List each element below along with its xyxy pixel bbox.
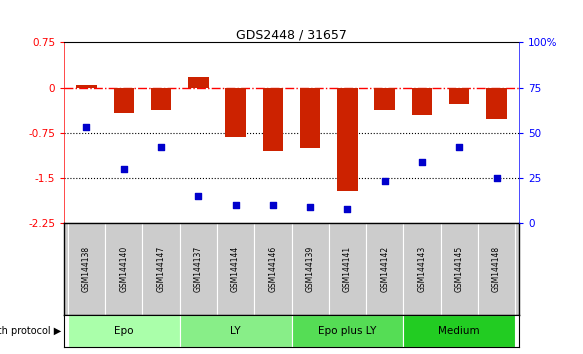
Bar bbox=[337, 88, 357, 191]
Point bbox=[343, 206, 352, 211]
Point bbox=[417, 159, 427, 165]
Bar bbox=[68, 223, 105, 315]
Bar bbox=[151, 88, 171, 110]
Bar bbox=[403, 223, 441, 315]
Text: growth protocol ▶: growth protocol ▶ bbox=[0, 326, 61, 336]
Text: LY: LY bbox=[230, 326, 241, 336]
Bar bbox=[374, 88, 395, 110]
Text: GSM144141: GSM144141 bbox=[343, 246, 352, 292]
Text: GSM144145: GSM144145 bbox=[455, 246, 463, 292]
Bar bbox=[478, 223, 515, 315]
Bar bbox=[142, 223, 180, 315]
Bar bbox=[329, 223, 366, 315]
Point bbox=[492, 175, 501, 181]
Text: GSM144138: GSM144138 bbox=[82, 246, 91, 292]
Text: GSM144144: GSM144144 bbox=[231, 246, 240, 292]
Text: GSM144143: GSM144143 bbox=[417, 246, 426, 292]
Point bbox=[119, 166, 128, 172]
Bar bbox=[486, 88, 507, 119]
Bar bbox=[226, 88, 246, 137]
Text: GSM144137: GSM144137 bbox=[194, 246, 203, 292]
Bar bbox=[254, 223, 292, 315]
Bar bbox=[449, 88, 469, 104]
Text: Medium: Medium bbox=[438, 326, 480, 336]
Text: GSM144148: GSM144148 bbox=[492, 246, 501, 292]
Bar bbox=[292, 315, 403, 347]
Point bbox=[82, 125, 91, 130]
Bar bbox=[180, 315, 292, 347]
Text: GSM144146: GSM144146 bbox=[268, 246, 278, 292]
Text: Epo: Epo bbox=[114, 326, 134, 336]
Bar bbox=[217, 223, 254, 315]
Text: GSM144147: GSM144147 bbox=[157, 246, 166, 292]
Bar bbox=[76, 85, 97, 88]
Title: GDS2448 / 31657: GDS2448 / 31657 bbox=[236, 28, 347, 41]
Text: GSM144140: GSM144140 bbox=[120, 246, 128, 292]
Text: GSM144139: GSM144139 bbox=[305, 246, 315, 292]
Point bbox=[455, 144, 464, 150]
Bar bbox=[188, 78, 209, 88]
Bar bbox=[403, 315, 515, 347]
Bar bbox=[262, 88, 283, 151]
Bar bbox=[180, 223, 217, 315]
Text: Epo plus LY: Epo plus LY bbox=[318, 326, 377, 336]
Point bbox=[268, 202, 278, 208]
Bar bbox=[441, 223, 478, 315]
Bar bbox=[292, 223, 329, 315]
Point bbox=[194, 193, 203, 199]
Point bbox=[380, 179, 389, 184]
Point bbox=[231, 202, 240, 208]
Bar bbox=[105, 223, 142, 315]
Bar bbox=[300, 88, 321, 148]
Bar bbox=[114, 88, 134, 113]
Text: GSM144142: GSM144142 bbox=[380, 246, 389, 292]
Point bbox=[305, 204, 315, 210]
Bar bbox=[412, 88, 432, 115]
Point bbox=[156, 144, 166, 150]
Bar bbox=[366, 223, 403, 315]
Bar bbox=[68, 315, 180, 347]
